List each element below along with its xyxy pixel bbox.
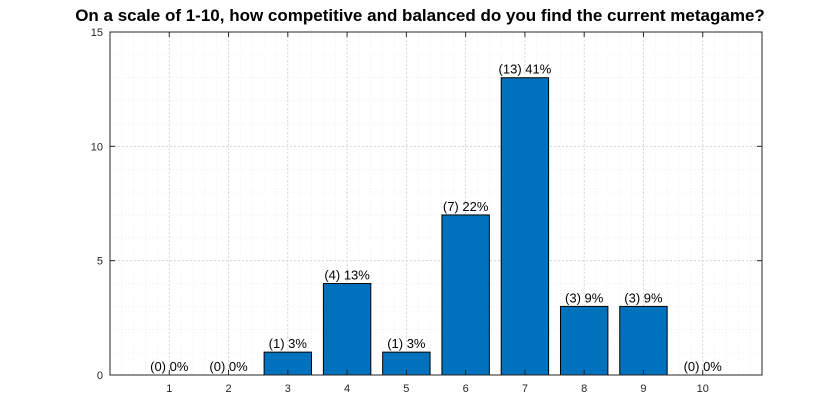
x-tick-label-2: 2 [225, 383, 231, 395]
data-label-9: (3) 9% [624, 290, 663, 305]
data-label-10: (0) 0% [684, 359, 723, 374]
bar-7 [500, 77, 550, 376]
data-label-3: (1) 3% [269, 336, 308, 351]
data-label-5: (1) 3% [387, 336, 426, 351]
bar-6 [441, 214, 490, 376]
data-label-1: (0) 0% [150, 359, 189, 374]
chart-title: On a scale of 1-10, how competitive and … [75, 6, 765, 25]
x-tick-label-9: 9 [640, 383, 646, 395]
x-tick-label-8: 8 [581, 383, 587, 395]
bar-9 [619, 305, 668, 376]
bar-4 [322, 283, 372, 376]
x-tick-label-6: 6 [463, 383, 469, 395]
x-tick-label-1: 1 [166, 383, 172, 395]
data-labels: (0) 0% (0) 0% (1) 3% (4) 13% (1) 3% (7) 22% (1… [150, 62, 722, 374]
data-label-4: (4) 13% [324, 268, 370, 283]
y-tick-label-15: 15 [91, 27, 103, 39]
y-tick-label-5: 5 [97, 256, 103, 268]
x-tick-label-10: 10 [697, 383, 709, 395]
data-label-8: (3) 9% [565, 290, 604, 305]
x-tick-label-4: 4 [344, 383, 350, 395]
y-tick-label-0: 0 [97, 370, 103, 382]
data-label-7: (13) 41% [499, 62, 552, 77]
bars [263, 77, 668, 376]
data-label-6: (7) 22% [443, 199, 489, 214]
bar-8 [559, 305, 609, 376]
y-tick-label-10: 10 [91, 141, 103, 153]
axes-box [109, 31, 763, 376]
x-tick-label-5: 5 [403, 383, 409, 395]
x-tick-label-3: 3 [285, 383, 291, 395]
axes: 1 2 3 4 5 6 7 8 9 10 0 5 10 15 [91, 27, 763, 395]
x-tick-label-7: 7 [522, 383, 528, 395]
data-label-2: (0) 0% [209, 359, 248, 374]
